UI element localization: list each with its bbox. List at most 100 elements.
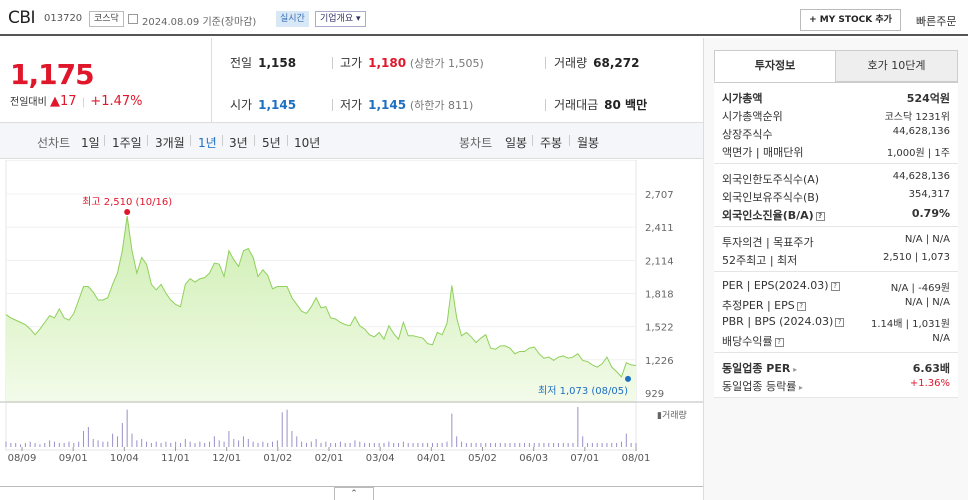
x-tick-label: 04/01 xyxy=(417,453,446,464)
x-tick-label: 05/02 xyxy=(468,453,497,464)
x-tick-label: 07/01 xyxy=(570,453,599,464)
period-1y[interactable]: 1년 xyxy=(198,136,217,150)
invest-row-label: 시가총액순위 xyxy=(722,110,783,123)
volume-label: ▮거래량 xyxy=(657,409,687,421)
period-10y[interactable]: 10년 xyxy=(294,136,321,150)
stock-header: CBI 013720 코스닥 2024.08.09 기준(장마감) 실시간 기업… xyxy=(0,0,968,36)
x-tick-label: 08/01 xyxy=(622,453,651,464)
max-label: 최고 2,510 (10/16) xyxy=(82,196,172,208)
x-tick-label: 06/03 xyxy=(519,453,548,464)
y-tick-label: 2,411 xyxy=(645,223,674,234)
candle-chart-label: 봉차트 xyxy=(459,136,493,150)
x-tick-label: 10/04 xyxy=(110,453,139,464)
x-tick-label: 01/02 xyxy=(263,453,292,464)
invest-row-value: 6.63배 xyxy=(912,362,950,375)
quick-order-link[interactable]: 빠른주문 xyxy=(916,15,957,28)
info-icon[interactable]: ? xyxy=(815,211,825,221)
chart-expand-handle[interactable]: ⌃ xyxy=(334,487,374,500)
base-date: 2024.08.09 기준(장마감) xyxy=(142,17,257,28)
invest-row-value: 코스닥 1231위 xyxy=(884,112,950,123)
period-selector: 선차트 1일 1주일 3개월 1년 3년 5년 10년 봉차트 일봉 주봉 월봉 xyxy=(0,123,703,159)
arrow-right-icon[interactable]: ▸ xyxy=(790,365,798,374)
invest-group: 시가총액 524억원 시가총액순위 코스닥 1231위 상장주식수 44,628,136 액… xyxy=(714,83,958,164)
tab-invest-info[interactable]: 투자정보 xyxy=(714,50,836,82)
invest-row-label: 외국인보유주식수(B) xyxy=(722,191,820,204)
y-tick-label: 2,707 xyxy=(645,190,674,201)
current-price: 1,175 xyxy=(10,58,95,91)
invest-row: 동일업종 등락률 ▸ +1.36% xyxy=(714,375,958,393)
tab-orderbook-10[interactable]: 호가 10단계 xyxy=(835,50,958,82)
info-icon[interactable]: ? xyxy=(835,317,845,327)
invest-row-value: 44,628,136 xyxy=(892,171,950,182)
invest-row: 외국인한도주식수(A) 44,628,136 xyxy=(714,168,958,186)
period-1w[interactable]: 1주일 xyxy=(112,136,142,150)
x-tick-label: 09/01 xyxy=(59,453,88,464)
invest-row-label: 투자의견 | 목표주가 xyxy=(722,236,814,249)
invest-row-value: 524억원 xyxy=(906,92,950,105)
invest-row-value: 1.14배 | 1,031원 xyxy=(870,319,950,330)
invest-row: 시가총액 524억원 xyxy=(714,87,958,105)
candle-weekly[interactable]: 주봉 xyxy=(540,136,563,150)
mystock-add-button[interactable]: + MY STOCK 추가 xyxy=(800,9,901,31)
invest-row: 추정PER | EPS? N/A | N/A xyxy=(714,294,958,312)
corp-overview-dropdown[interactable]: 기업개요 ▾ xyxy=(315,11,366,27)
price-line xyxy=(5,215,637,378)
invest-row: 액면가 | 매매단위 1,000원 | 1주 xyxy=(714,141,958,159)
period-5y[interactable]: 5년 xyxy=(262,136,281,150)
invest-group: 외국인한도주식수(A) 44,628,136 외국인보유주식수(B) 354,317 외… xyxy=(714,164,958,227)
period-3m[interactable]: 3개월 xyxy=(155,136,185,150)
y-tick-label: 1,522 xyxy=(645,323,674,334)
invest-row-label: 동일업종 등락률 ▸ xyxy=(722,380,803,393)
arrow-right-icon[interactable]: ▸ xyxy=(796,383,803,392)
max-marker xyxy=(124,209,131,215)
price-change: 전일대비 ▲17 | +1.47% xyxy=(10,94,143,109)
invest-group: PER | EPS(2024.03)? N/A | -469원 추정PER | EP… xyxy=(714,272,958,353)
price-chart[interactable]: 2,707 2,411 2,114 1,818 1,522 1,226 929 최고 2,51… xyxy=(0,160,703,500)
info-icon[interactable]: ? xyxy=(830,281,840,291)
invest-row-value: 0.79% xyxy=(911,207,950,220)
invest-row-value: 1,000원 | 1주 xyxy=(886,148,950,159)
day-high: 고가 1,180 (상한가 1,505) xyxy=(340,56,484,70)
period-1d[interactable]: 1일 xyxy=(81,136,100,150)
up-arrow-icon: ▲ xyxy=(50,94,60,109)
invest-row-label: 동일업종 PER ▸ xyxy=(722,362,798,375)
company-name: CBI xyxy=(8,8,36,28)
invest-row-value: 2,510 | 1,073 xyxy=(883,252,950,263)
invest-row-value: N/A | N/A xyxy=(904,297,950,308)
invest-row-label: 추정PER | EPS? xyxy=(722,297,806,313)
invest-row-label: PBR | BPS (2024.03)? xyxy=(722,315,845,328)
x-tick-label: 11/01 xyxy=(161,453,190,464)
realtime-badge[interactable]: 실시간 xyxy=(276,11,309,27)
invest-row-label: 상장주식수 xyxy=(722,128,773,141)
invest-row-label: 배당수익률? xyxy=(722,333,784,349)
info-icon[interactable]: ? xyxy=(774,337,784,347)
price-area xyxy=(6,216,636,403)
invest-row-value: N/A | -469원 xyxy=(890,283,950,294)
calendar-icon xyxy=(128,14,138,24)
invest-row: PBR | BPS (2024.03)? 1.14배 | 1,031원 xyxy=(714,312,958,330)
line-chart-label: 선차트 xyxy=(37,136,71,150)
invest-row-value: +1.36% xyxy=(909,378,950,389)
invest-row: 외국인소진율(B/A)? 0.79% xyxy=(714,204,958,222)
y-tick-label: 1,226 xyxy=(645,356,674,367)
candle-monthly[interactable]: 월봉 xyxy=(577,136,600,150)
invest-row: 동일업종 PER ▸ 6.63배 xyxy=(714,357,958,375)
info-icon[interactable]: ? xyxy=(796,301,806,311)
period-3y[interactable]: 3년 xyxy=(229,136,248,150)
market-badge: 코스닥 xyxy=(89,11,124,27)
stock-code: 013720 xyxy=(44,13,83,24)
candle-daily[interactable]: 일봉 xyxy=(505,136,528,150)
invest-group: 투자의견 | 목표주가 N/A | N/A 52주최고 | 최저 2,510 | 1,… xyxy=(714,227,958,272)
open-price: 시가 1,145 xyxy=(230,98,297,112)
invest-row-value: N/A xyxy=(932,333,950,344)
invest-row: PER | EPS(2024.03)? N/A | -469원 xyxy=(714,276,958,294)
invest-row: 외국인보유주식수(B) 354,317 xyxy=(714,186,958,204)
x-tick-label: 08/09 xyxy=(8,453,37,464)
invest-row-label: 시가총액 xyxy=(722,92,763,105)
invest-row-label: 액면가 | 매매단위 xyxy=(722,146,804,159)
invest-row-label: 외국인소진율(B/A)? xyxy=(722,207,825,223)
plot-frame xyxy=(5,160,637,451)
price-summary: 1,175 전일대비 ▲17 | +1.47% xyxy=(0,38,212,122)
